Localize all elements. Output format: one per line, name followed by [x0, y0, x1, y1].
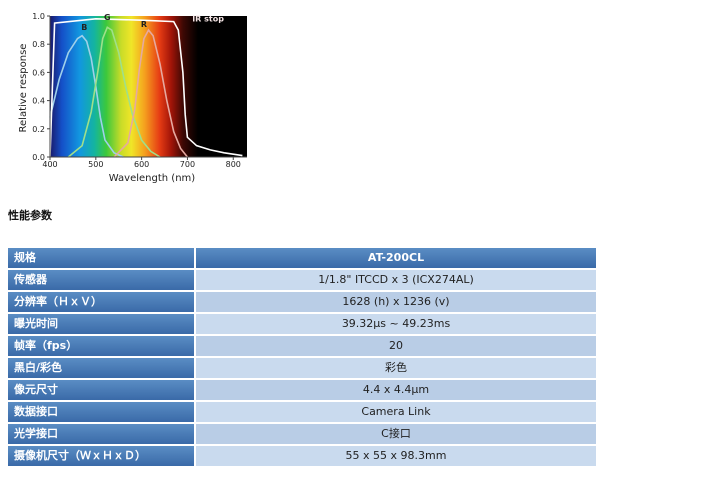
- chart-svg: B G R IR stop 400 500 600 700 800 0.0 0.2 0.4 0.6 0.…: [18, 12, 247, 184]
- table-header-row: 规格 AT-200CL: [8, 248, 596, 268]
- table-row: 光学接口 C接口: [8, 424, 596, 444]
- spec-label: 摄像机尺寸（ＷｘＨｘＤ）: [8, 446, 196, 466]
- x-tick-label: 600: [134, 160, 149, 169]
- spec-label: 分辨率（ＨｘＶ）: [8, 292, 196, 312]
- series-line-r: [113, 28, 189, 158]
- table-row: 像元尺寸 4.4 x 4.4μm: [8, 380, 596, 400]
- spec-value: C接口: [196, 424, 596, 444]
- spec-value: 1/1.8" ITCCD x 3 (ICX274AL): [196, 270, 596, 290]
- spec-label: 传感器: [8, 270, 196, 290]
- header-label: 规格: [8, 248, 196, 268]
- spec-label: 光学接口: [8, 424, 196, 444]
- spec-value: 彩色: [196, 358, 596, 378]
- table-row: 分辨率（ＨｘＶ） 1628 (h) x 1236 (v): [8, 292, 596, 312]
- series-label: IR stop: [192, 14, 224, 23]
- table-row: 数据接口 Camera Link: [8, 402, 596, 422]
- header-model: AT-200CL: [196, 248, 596, 268]
- section-title: 性能参数: [8, 209, 52, 222]
- x-axis-label: Wavelength (nm): [109, 173, 195, 184]
- spec-label: 数据接口: [8, 402, 196, 422]
- spec-value: 55 x 55 x 98.3mm: [196, 446, 596, 466]
- series-line-b: [49, 34, 124, 158]
- series-label: R: [141, 20, 147, 29]
- y-tick-label: 0.4: [32, 97, 45, 106]
- spec-label: 帧率（fps）: [8, 336, 196, 356]
- y-tick-label: 0.8: [32, 40, 45, 49]
- spec-label: 像元尺寸: [8, 380, 196, 400]
- spec-value: Camera Link: [196, 402, 596, 422]
- spec-label: 曝光时间: [8, 314, 196, 334]
- x-tick-label: 500: [88, 160, 103, 169]
- y-tick-label: 1.0: [32, 12, 45, 21]
- table-row: 传感器 1/1.8" ITCCD x 3 (ICX274AL): [8, 270, 596, 290]
- spec-value: 20: [196, 336, 596, 356]
- spec-value: 4.4 x 4.4μm: [196, 380, 596, 400]
- spectrum-gradient: [50, 16, 198, 157]
- table-row: 曝光时间 39.32μs ~ 49.23ms: [8, 314, 596, 334]
- spec-table: 规格 AT-200CL 传感器 1/1.8" ITCCD x 3 (ICX274A…: [8, 246, 596, 468]
- y-tick-label: 0.6: [32, 68, 45, 77]
- spec-value: 39.32μs ~ 49.23ms: [196, 314, 596, 334]
- x-tick-label: 700: [180, 160, 195, 169]
- table-row: 摄像机尺寸（ＷｘＨｘＤ） 55 x 55 x 98.3mm: [8, 446, 596, 466]
- y-axis-label: Relative response: [18, 44, 29, 133]
- x-tick-label: 400: [42, 160, 57, 169]
- table-row: 黑白/彩色 彩色: [8, 358, 596, 378]
- y-tick-label: 0.2: [32, 125, 45, 134]
- series-label: G: [104, 13, 111, 22]
- x-tick-label: 800: [226, 160, 241, 169]
- y-tick-label: 0.0: [32, 153, 45, 162]
- spectral-response-chart: B G R IR stop 400 500 600 700 800 0.0 0.2 0.4 0.6 0.…: [0, 0, 260, 190]
- series-label: B: [81, 23, 87, 32]
- series-layer: B G R IR stop: [49, 13, 243, 158]
- series-line-ir-stop: [49, 17, 243, 158]
- spec-value: 1628 (h) x 1236 (v): [196, 292, 596, 312]
- series-line-g: [67, 26, 161, 158]
- spec-label: 黑白/彩色: [8, 358, 196, 378]
- table-row: 帧率（fps） 20: [8, 336, 596, 356]
